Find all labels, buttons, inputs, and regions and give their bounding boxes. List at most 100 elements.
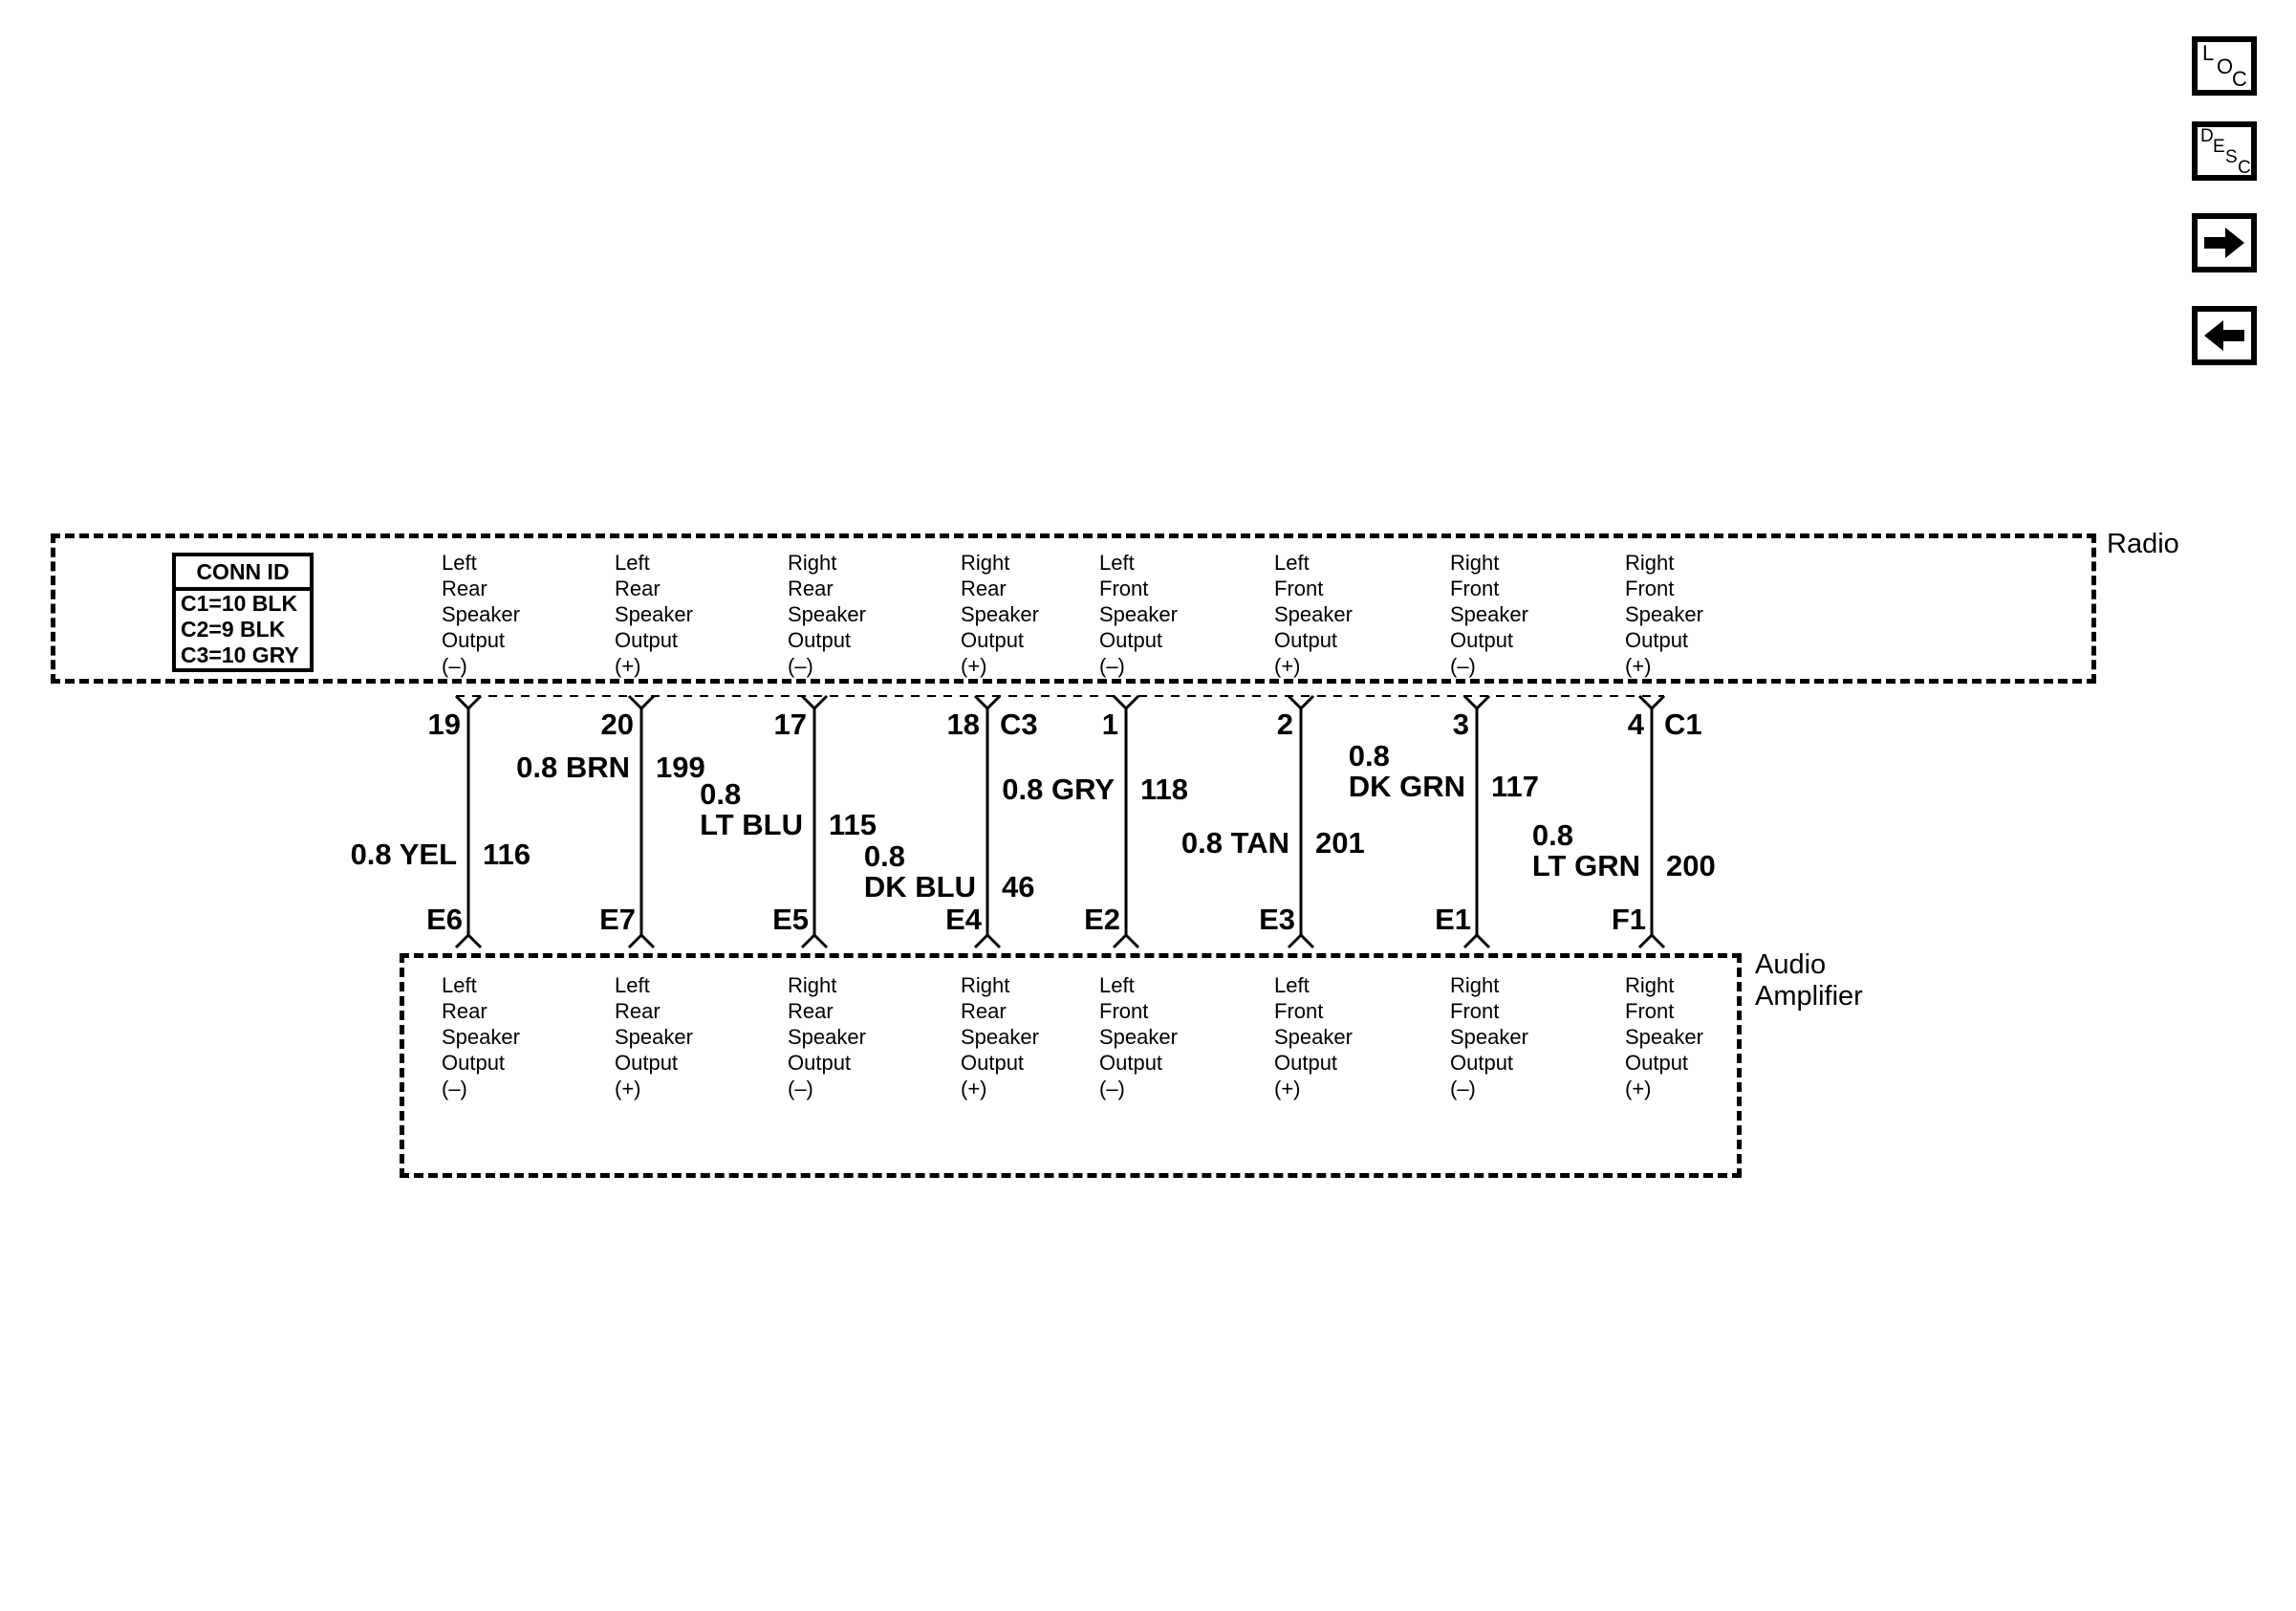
amplifier-column-line: Output xyxy=(442,1051,506,1075)
amplifier-column-line: (+) xyxy=(961,1077,987,1100)
amplifier-column-label: Left Rear Speaker Output (+) xyxy=(615,972,693,1101)
amplifier-column-line: Front xyxy=(1099,999,1149,1023)
amplifier-column-line: Rear xyxy=(442,999,487,1023)
amplifier-column-line: Front xyxy=(1450,999,1500,1023)
amplifier-column-line: Output xyxy=(615,1051,679,1075)
amplifier-column-label: Left Front Speaker Output (+) xyxy=(1274,972,1353,1101)
radio-column-line: (–) xyxy=(1450,654,1476,678)
amplifier-column-line: Front xyxy=(1625,999,1675,1023)
radio-column-line: Right xyxy=(1625,551,1675,575)
amplifier-column-label: Left Rear Speaker Output (–) xyxy=(442,972,520,1101)
radio-column-line: (+) xyxy=(615,654,641,678)
wire-color-label: 0.8 LT BLU xyxy=(700,777,803,841)
radio-column-line: Rear xyxy=(615,577,661,600)
conn-id-table: CONN ID C1=10 BLK C2=9 BLK C3=10 GRY xyxy=(172,553,314,672)
conn-id-row: C3=10 GRY xyxy=(181,642,299,667)
amplifier-column-line: Front xyxy=(1274,999,1324,1023)
amplifier-column-line: Output xyxy=(788,1051,852,1075)
radio-column-line: (–) xyxy=(442,654,467,678)
amplifier-column-line: Speaker xyxy=(615,1025,693,1049)
radio-column-line: (–) xyxy=(788,654,813,678)
audio-amplifier-title: Audio Amplifier xyxy=(1755,949,1863,1012)
desc-letter: C xyxy=(2238,158,2251,178)
conn-id-row: C2=9 BLK xyxy=(181,617,286,642)
radio-pin-label: 1 xyxy=(1101,708,1118,741)
wire-line xyxy=(973,694,1002,949)
amplifier-column-line: Rear xyxy=(615,999,661,1023)
amplifier-column-line: Speaker xyxy=(1450,1025,1528,1049)
radio-column-label: Right Rear Speaker Output (–) xyxy=(788,550,866,679)
radio-column-line: Front xyxy=(1625,577,1675,600)
wire-color-label: 0.8 DK BLU xyxy=(863,839,976,903)
radio-column-label: Left Rear Speaker Output (–) xyxy=(442,550,520,679)
amplifier-column-line: Speaker xyxy=(1625,1025,1703,1049)
amplifier-column-label: Right Front Speaker Output (+) xyxy=(1625,972,1703,1101)
desc-letter: E xyxy=(2213,137,2225,157)
arrow-right-icon xyxy=(2204,228,2244,258)
radio-column-line: Speaker xyxy=(442,602,520,626)
amplifier-column-line: Speaker xyxy=(1274,1025,1353,1049)
amplifier-pin-label: E3 xyxy=(1259,903,1295,936)
amplifier-column-line: Right xyxy=(961,973,1010,997)
radio-column-line: (–) xyxy=(1099,654,1125,678)
radio-column-label: Right Rear Speaker Output (+) xyxy=(961,550,1039,679)
wire-color-label: 0.8 YEL xyxy=(350,838,457,871)
radio-title: Radio xyxy=(2107,529,2179,559)
amplifier-column-line: (–) xyxy=(1099,1077,1125,1100)
wire-line xyxy=(1637,694,1666,949)
previous-page-button[interactable] xyxy=(2192,306,2257,365)
radio-column-line: Output xyxy=(1450,628,1514,652)
arrow-left-icon xyxy=(2204,320,2244,351)
amplifier-column-label: Right Rear Speaker Output (–) xyxy=(788,972,866,1101)
amplifier-pin-label: E6 xyxy=(426,903,463,936)
radio-column-line: Output xyxy=(615,628,679,652)
radio-pin-label: 4 xyxy=(1627,708,1644,741)
amplifier-column-line: Speaker xyxy=(1099,1025,1178,1049)
amplifier-column-line: (+) xyxy=(1274,1077,1301,1100)
radio-column-label: Left Front Speaker Output (–) xyxy=(1099,550,1178,679)
amplifier-column-line: Right xyxy=(1450,973,1500,997)
wire-circuit-label: 116 xyxy=(483,838,531,871)
amplifier-column-line: Output xyxy=(961,1051,1025,1075)
radio-column-line: Output xyxy=(1625,628,1689,652)
next-page-button[interactable] xyxy=(2192,213,2257,272)
amplifier-column-line: (–) xyxy=(788,1077,813,1100)
radio-column-label: Left Rear Speaker Output (+) xyxy=(615,550,693,679)
wire-line xyxy=(800,694,829,949)
radio-column-line: (+) xyxy=(961,654,987,678)
amplifier-column-line: Speaker xyxy=(788,1025,866,1049)
radio-column-line: Left xyxy=(615,551,650,575)
radio-column-line: Front xyxy=(1450,577,1500,600)
wire-line xyxy=(1287,694,1315,949)
radio-column-line: Left xyxy=(1274,551,1310,575)
amplifier-column-line: Right xyxy=(788,973,837,997)
amplifier-column-line: Speaker xyxy=(442,1025,520,1049)
amplifier-column-line: Output xyxy=(1625,1051,1689,1075)
amplifier-column-label: Right Front Speaker Output (–) xyxy=(1450,972,1528,1101)
wire-circuit-label: 117 xyxy=(1491,770,1540,803)
amplifier-pin-label: E5 xyxy=(772,903,809,936)
radio-column-line: Rear xyxy=(788,577,834,600)
radio-column-line: Speaker xyxy=(615,602,693,626)
amplifier-column-line: Speaker xyxy=(961,1025,1039,1049)
amplifier-column-line: Rear xyxy=(961,999,1007,1023)
amplifier-pin-label: E2 xyxy=(1084,903,1120,936)
wire-line xyxy=(1112,694,1140,949)
amplifier-column-line: Rear xyxy=(788,999,834,1023)
radio-column-line: Output xyxy=(961,628,1025,652)
loc-button[interactable]: L O C xyxy=(2192,36,2257,96)
wire-color-label: 0.8 TAN xyxy=(1180,826,1289,860)
radio-pin-label: 3 xyxy=(1452,708,1469,741)
radio-column-line: Speaker xyxy=(788,602,866,626)
wire-color-label: 0.8 GRY xyxy=(1002,773,1115,806)
desc-button[interactable]: D E S C xyxy=(2192,121,2257,181)
amplifier-column-label: Left Front Speaker Output (–) xyxy=(1099,972,1178,1101)
amplifier-column-line: Left xyxy=(615,973,650,997)
radio-column-line: Speaker xyxy=(1099,602,1178,626)
desc-letter: D xyxy=(2200,126,2214,146)
radio-column-line: Speaker xyxy=(961,602,1039,626)
wire-circuit-label: 118 xyxy=(1140,773,1189,806)
radio-pin-label: 18 xyxy=(946,708,980,741)
